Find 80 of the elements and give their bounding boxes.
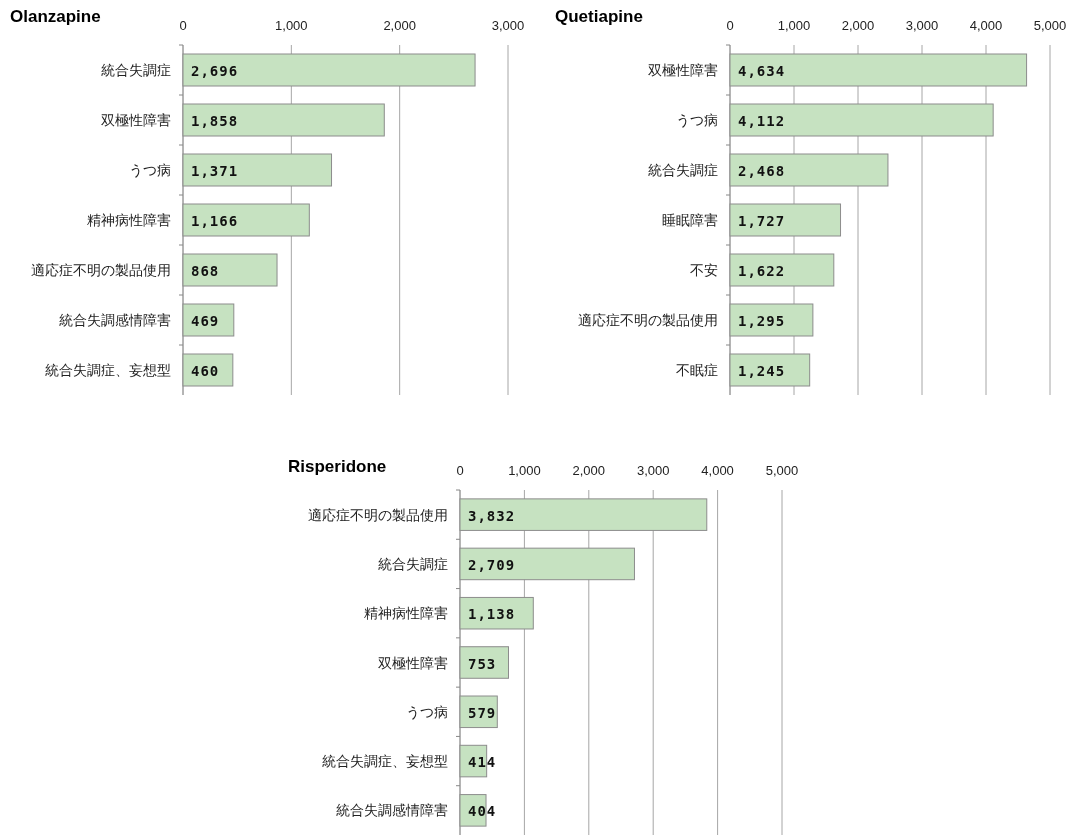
y-tick-label: 双極性障害: [378, 654, 448, 671]
x-tick-label: 4,000: [701, 463, 734, 478]
bar: [729, 253, 835, 287]
bar: [182, 353, 234, 387]
bar: [729, 303, 814, 337]
data-label: 460: [191, 363, 220, 379]
y-tick-label: 睡眠障害: [662, 212, 718, 228]
bar: [729, 203, 842, 237]
bar: [182, 153, 333, 187]
bar: [729, 153, 889, 187]
y-tick-label: 双極性障害: [648, 62, 718, 78]
y-tick-label: 統合失調症、妄想型: [45, 362, 171, 378]
x-tick-label: 1,000: [275, 18, 308, 33]
x-tick-label: 1,000: [508, 463, 541, 478]
bar: [459, 547, 635, 581]
y-tick-label: 適応症不明の製品使用: [31, 262, 171, 278]
y-tick-label: 不安: [690, 262, 718, 278]
bar: [182, 203, 310, 237]
y-tick-label: 統合失調感情障害: [59, 312, 171, 328]
bar: [459, 646, 509, 679]
x-tick-label: 5,000: [1033, 18, 1067, 33]
bar: [182, 53, 476, 87]
data-label: 1,295: [738, 313, 786, 329]
bar: [729, 353, 811, 387]
data-label: 579: [468, 704, 497, 721]
y-tick-label: うつ病: [406, 703, 448, 720]
bar: [459, 695, 498, 729]
data-label: 469: [191, 313, 220, 329]
bar: [182, 303, 235, 337]
chart-title: Risperidone: [288, 457, 387, 476]
data-label: 414: [468, 754, 497, 771]
data-label: 1,371: [191, 163, 239, 179]
y-tick-label: 統合失調症: [648, 162, 718, 178]
data-label: 1,245: [738, 363, 786, 379]
data-label: 2,696: [191, 63, 239, 79]
data-label: 2,468: [738, 163, 786, 179]
x-tick-label: 0: [179, 18, 187, 33]
data-label: 4,112: [738, 113, 786, 129]
y-tick-label: 統合失調症: [378, 555, 448, 572]
data-label: 2,709: [468, 556, 516, 573]
y-tick-label: 統合失調症: [101, 62, 171, 78]
chart-title: Olanzapine: [10, 7, 101, 26]
data-label: 3,832: [468, 507, 516, 524]
bar: [459, 498, 708, 531]
data-label: 1,166: [191, 213, 239, 229]
x-tick-label: 2,000: [572, 463, 606, 478]
data-label: 753: [468, 655, 497, 672]
y-tick-label: 双極性障害: [101, 112, 171, 128]
chart-title: Quetiapine: [555, 7, 643, 26]
x-tick-label: 3,000: [905, 18, 939, 33]
x-tick-label: 3,000: [636, 463, 670, 478]
bar: [182, 253, 278, 287]
data-label: 868: [191, 263, 220, 279]
x-tick-label: 4,000: [969, 18, 1003, 33]
x-tick-label: 3,000: [491, 18, 525, 33]
y-tick-label: 精神病性障害: [87, 212, 171, 228]
y-tick-label: 精神病性障害: [364, 605, 448, 622]
data-label: 1,138: [468, 606, 516, 623]
bar: [729, 103, 994, 137]
data-label: 1,622: [738, 263, 786, 279]
x-tick-label: 0: [726, 18, 734, 33]
data-label: 4,634: [738, 63, 786, 79]
y-tick-label: 統合失調感情障害: [336, 802, 448, 819]
x-tick-label: 1,000: [777, 18, 811, 33]
x-tick-label: 5,000: [765, 463, 799, 478]
x-tick-label: 2,000: [841, 18, 875, 33]
x-tick-label: 0: [456, 463, 464, 478]
x-tick-label: 2,000: [383, 18, 416, 33]
y-tick-label: 適応症不明の製品使用: [578, 312, 718, 328]
y-tick-label: うつ病: [129, 162, 171, 178]
data-label: 1,727: [738, 213, 786, 229]
bar: [729, 53, 1028, 87]
bar: [182, 103, 385, 137]
y-tick-label: 統合失調症、妄想型: [322, 753, 448, 770]
y-tick-label: 適応症不明の製品使用: [308, 506, 448, 523]
y-tick-label: 不眠症: [676, 362, 718, 378]
bar: [459, 596, 534, 630]
data-label: 1,858: [191, 113, 239, 129]
y-tick-label: うつ病: [676, 112, 718, 128]
data-label: 404: [468, 803, 497, 820]
